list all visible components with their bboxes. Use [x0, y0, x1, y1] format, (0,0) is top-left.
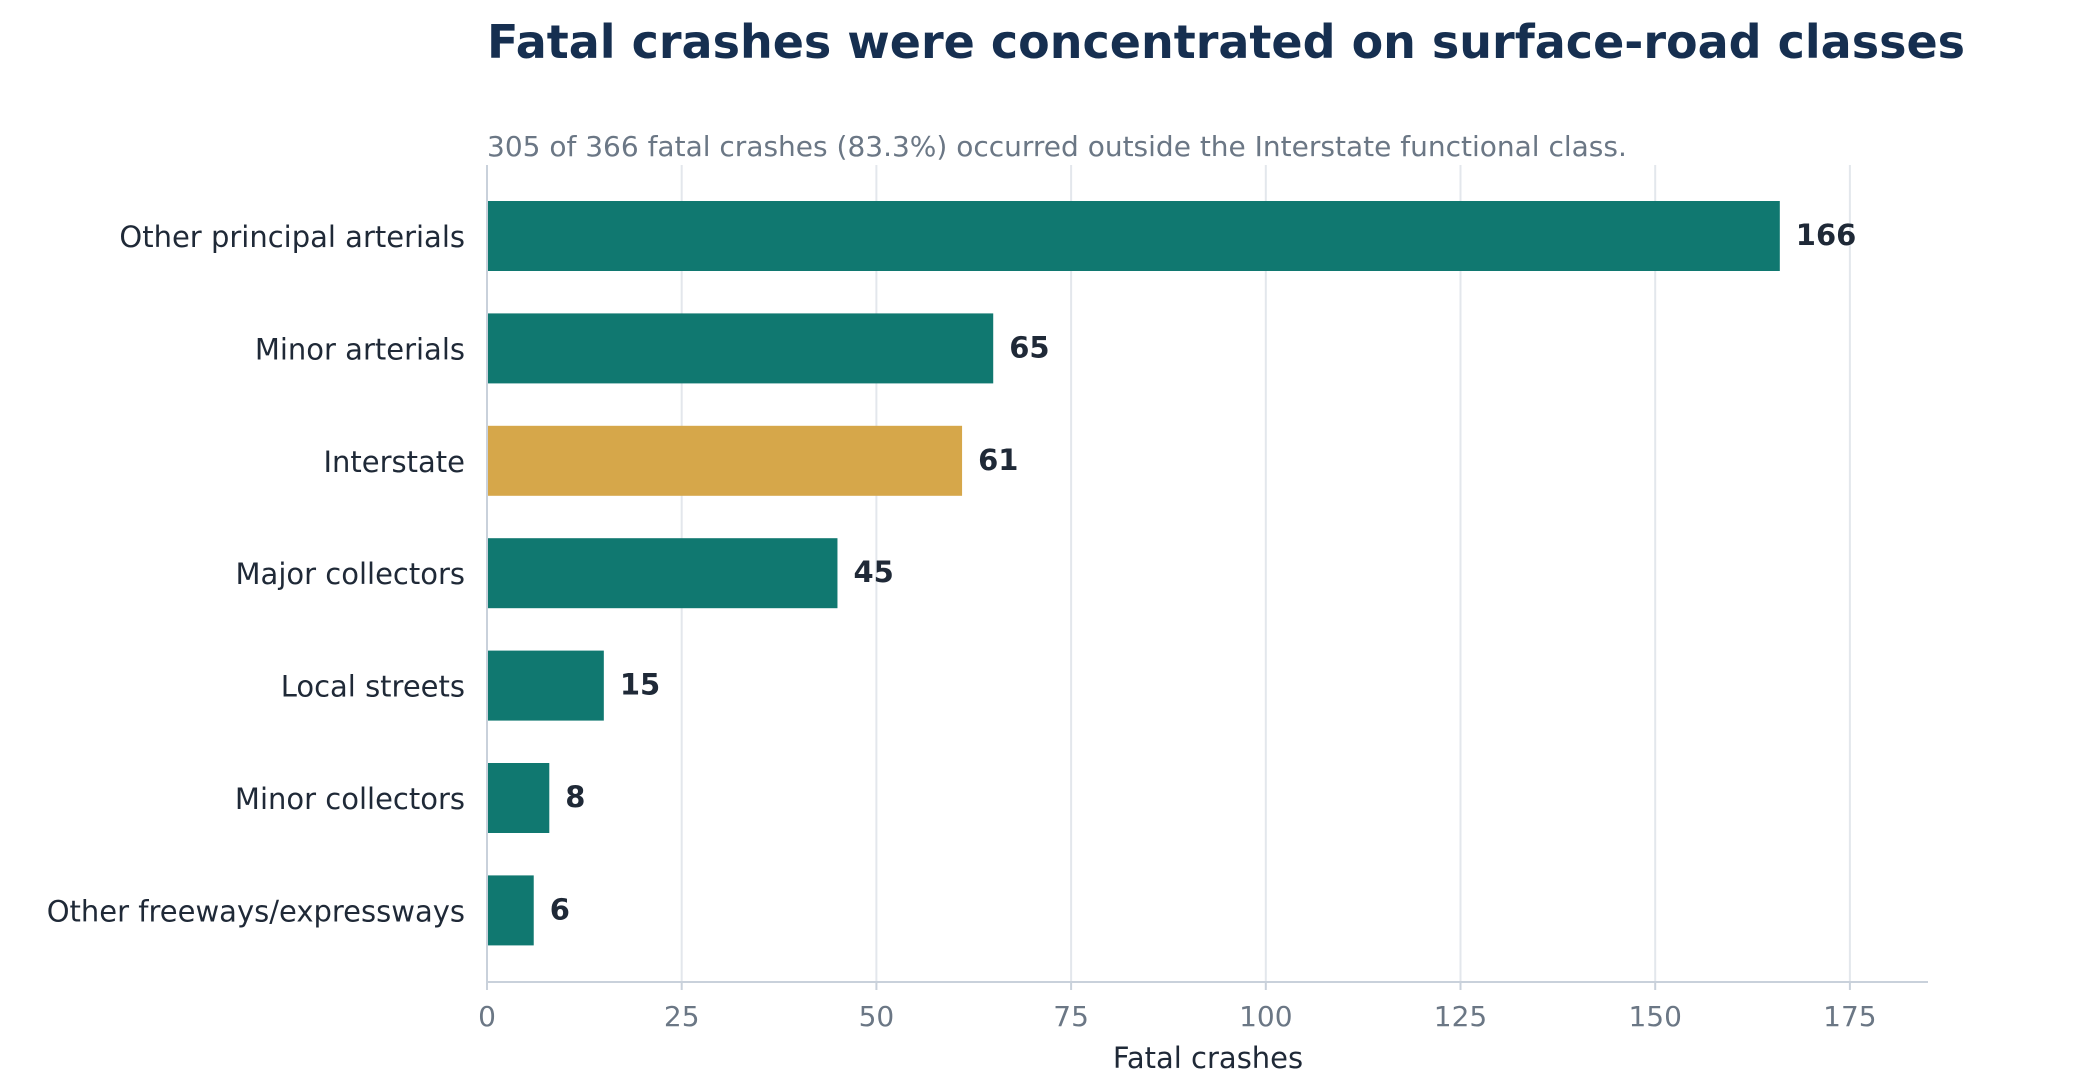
bar: [487, 313, 994, 384]
category-label: Local streets: [281, 670, 465, 704]
value-label: 166: [1796, 218, 1857, 252]
x-tick-label: 75: [1053, 1000, 1089, 1033]
chart-subtitle: 305 of 366 fatal crashes (83.3%) occurre…: [487, 130, 1627, 163]
x-tick-label: 100: [1239, 1000, 1292, 1033]
grid-lines: [680, 165, 1851, 982]
value-label: 8: [565, 780, 585, 814]
bar: [487, 763, 550, 833]
category-label: Interstate: [323, 445, 465, 479]
x-tick-label: 175: [1823, 1000, 1876, 1033]
x-tick-label: 150: [1628, 1000, 1681, 1033]
category-label: Minor collectors: [235, 782, 465, 816]
x-tick-label: 50: [859, 1000, 895, 1033]
bar: [487, 650, 604, 721]
bars: Other principal arterials 166 Minor arteri…: [47, 201, 1857, 946]
value-label: 61: [978, 443, 1018, 477]
category-label: Other principal arterials: [119, 220, 465, 254]
x-tick-label: 125: [1434, 1000, 1487, 1033]
value-label: 6: [550, 892, 570, 926]
category-label: Minor arterials: [255, 332, 465, 366]
value-label: 45: [853, 555, 893, 589]
value-label: 15: [620, 668, 660, 702]
chart-title: Fatal crashes were concentrated on surfa…: [487, 15, 1965, 69]
value-label: 65: [1009, 330, 1049, 364]
category-label: Major collectors: [236, 557, 465, 591]
x-axis: 0 25 50 75 100 125 150 175: [478, 165, 1928, 1033]
category-label: Other freeways/expressways: [47, 894, 465, 928]
bar: [487, 425, 963, 496]
bar: [487, 201, 1780, 271]
x-axis-title: Fatal crashes: [1113, 1041, 1303, 1075]
x-tick-label: 0: [478, 1000, 496, 1033]
x-tick-label: 25: [664, 1000, 700, 1033]
bar: [487, 538, 838, 609]
bar: [487, 875, 534, 946]
